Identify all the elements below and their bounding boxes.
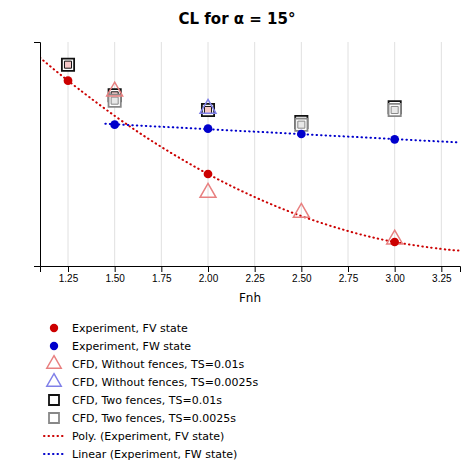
point-inner: [391, 106, 398, 113]
x-tick-mark: [115, 266, 116, 272]
point-outer: [389, 104, 401, 116]
x-tick-mark: [255, 266, 256, 272]
legend-label: CFD, Without fences, TS=0.01s: [72, 358, 245, 371]
x-tick: 2.50: [292, 266, 312, 284]
x-tick-mark: [348, 266, 349, 272]
legend-symbol: [50, 324, 58, 332]
title: CL for α = 15°: [179, 10, 296, 28]
trend-line: [105, 124, 460, 143]
legend-symbol: [50, 342, 58, 350]
legend-item: Experiment, FW state: [50, 340, 192, 353]
point-outer: [295, 119, 307, 131]
x-tick: 2.00: [199, 266, 219, 284]
x-tick-mark: [161, 266, 162, 272]
y-axis-line: [34, 43, 41, 267]
x-tick: 2.25: [245, 266, 265, 284]
point: [297, 130, 306, 139]
x-tick-label: 3.25: [432, 273, 452, 284]
grid-line-x: [301, 42, 302, 266]
point: [64, 76, 73, 85]
legend-label: Poly. (Experiment, FV state): [72, 430, 224, 443]
legend-item: Experiment, FV state: [50, 322, 188, 335]
legend-item: CFD, Two fences, TS=0.0025s: [49, 412, 236, 425]
marks: [40, 58, 460, 251]
legend-label: Experiment, FV state: [72, 322, 188, 335]
legend-item: Poly. (Experiment, FV state): [44, 430, 224, 443]
point-inner: [111, 97, 118, 104]
grid-line-x: [441, 42, 442, 266]
chart: 1.25 1.50 1.75 2.00 2.25 2.50 2.75 3.00 3.25 CL f…: [0, 0, 474, 474]
x-tick: 3.00: [385, 266, 405, 284]
point: [62, 59, 74, 71]
grid: [68, 42, 441, 266]
point: [295, 119, 307, 131]
point-inner: [204, 106, 211, 113]
x-tick-mark: [208, 266, 209, 272]
point: [200, 99, 216, 113]
x-tick: 1.50: [105, 266, 125, 284]
legend-item: Linear (Experiment, FW state): [44, 448, 237, 461]
x-tick-label: 1.75: [152, 273, 172, 284]
legend-symbol: [44, 453, 64, 455]
legend-label: CFD, Two fences, TS=0.01s: [72, 394, 222, 407]
x-tick: 2.75: [339, 266, 359, 284]
grid-line-x: [348, 42, 349, 266]
point: [204, 124, 213, 133]
x-tick-mark: [68, 266, 69, 272]
point-inner: [298, 121, 305, 128]
x-tick-mark: [395, 266, 396, 272]
grid-line-x: [394, 42, 395, 266]
legend-symbol: [49, 413, 59, 423]
grid-line-x: [161, 42, 162, 266]
point: [390, 135, 399, 144]
grid-line-x: [254, 42, 255, 266]
x-tick-label: 2.25: [245, 273, 265, 284]
grid-line-x: [208, 42, 209, 266]
x-tick: 3.25: [432, 266, 452, 284]
legend-symbol: [44, 435, 64, 437]
legend-item: CFD, Two fences, TS=0.01s: [49, 394, 222, 407]
x-tick-label: 2.00: [199, 273, 219, 284]
x-axis: 1.25 1.50 1.75 2.00 2.25 2.50 2.75 3.00 3.25: [41, 266, 461, 284]
legend-label: CFD, Two fences, TS=0.0025s: [72, 412, 236, 425]
point-inner: [64, 61, 71, 68]
legend-label: Linear (Experiment, FW state): [72, 448, 237, 461]
point: [204, 170, 213, 179]
point: [390, 238, 399, 247]
legend-item: CFD, Without fences, TS=0.0025s: [47, 374, 259, 389]
legend-symbol: [49, 395, 59, 405]
x-tick-mark: [441, 266, 442, 272]
legend-item: CFD, Without fences, TS=0.01s: [47, 356, 245, 371]
x-axis-title: Fnh: [239, 291, 261, 305]
x-tick-mark: [301, 266, 302, 272]
point: [293, 203, 309, 217]
point: [389, 104, 401, 116]
x-tick: 1.75: [152, 266, 172, 284]
y-axis: [34, 43, 41, 267]
x-tick-label: 3.00: [385, 273, 405, 284]
x-tick-label: 2.75: [339, 273, 359, 284]
trend-line: [40, 58, 460, 251]
grid-line-x: [114, 42, 115, 266]
legend-symbol: [47, 356, 61, 368]
point: [110, 120, 119, 129]
x-tick-label: 1.25: [59, 273, 79, 284]
x-axis-line: [41, 267, 461, 273]
grid-line-x: [68, 42, 69, 266]
x-tick-label: 1.50: [105, 273, 125, 284]
legend-label: CFD, Without fences, TS=0.0025s: [72, 376, 259, 389]
legend: Experiment, FV state Experiment, FW state…: [44, 322, 259, 461]
legend-symbol: [47, 374, 61, 386]
point-outer: [62, 59, 74, 71]
point: [107, 82, 123, 96]
x-tick-label: 2.50: [292, 273, 312, 284]
legend-label: Experiment, FW state: [72, 340, 191, 353]
point: [200, 183, 216, 197]
x-tick: 1.25: [59, 266, 79, 284]
